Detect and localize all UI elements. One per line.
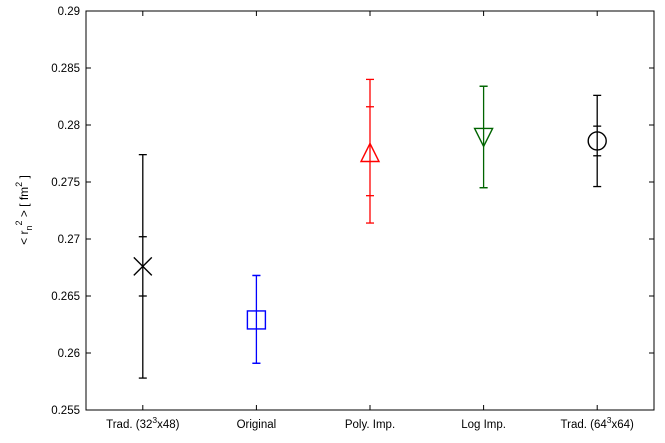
x-tick-label: Original [237, 419, 277, 431]
x-tick-label: Trad. (323x48) [106, 415, 180, 431]
x-tick-label: Poly. Imp. [345, 419, 395, 431]
x-tick-label: Log Imp. [461, 419, 506, 431]
triangle-down-marker [473, 127, 494, 148]
triangle-up-marker [359, 141, 381, 163]
y-tick-label: 0.265 [51, 291, 80, 303]
y-tick-label: 0.26 [58, 348, 80, 360]
data-series [133, 78, 607, 379]
circle-marker [587, 131, 607, 151]
x-axis-ticks: Trad. (323x48) Original Poly. Imp. Log Imp.… [106, 11, 634, 431]
y-tick-label: 0.285 [51, 63, 80, 75]
x-marker [133, 256, 153, 276]
data-point-group [133, 153, 153, 379]
data-point-group [473, 85, 494, 189]
y-tick-label: 0.255 [51, 405, 80, 417]
y-tick-label: 0.29 [58, 6, 80, 18]
y-tick-label: 0.275 [51, 177, 80, 189]
data-point-group [359, 78, 381, 224]
y-tick-label: 0.28 [58, 120, 80, 132]
x-tick-label: Trad. (643x64) [561, 415, 635, 431]
y-axis-ticks: 0.255 0.26 0.265 0.27 0.275 0.28 0.285 0.29 [51, 6, 654, 417]
y-axis-label: < rn2 > [ fm2 ] [14, 175, 34, 245]
data-point-group [246, 274, 267, 364]
y-tick-label: 0.27 [58, 234, 80, 246]
square-marker [246, 310, 267, 330]
data-point-group [587, 94, 607, 188]
